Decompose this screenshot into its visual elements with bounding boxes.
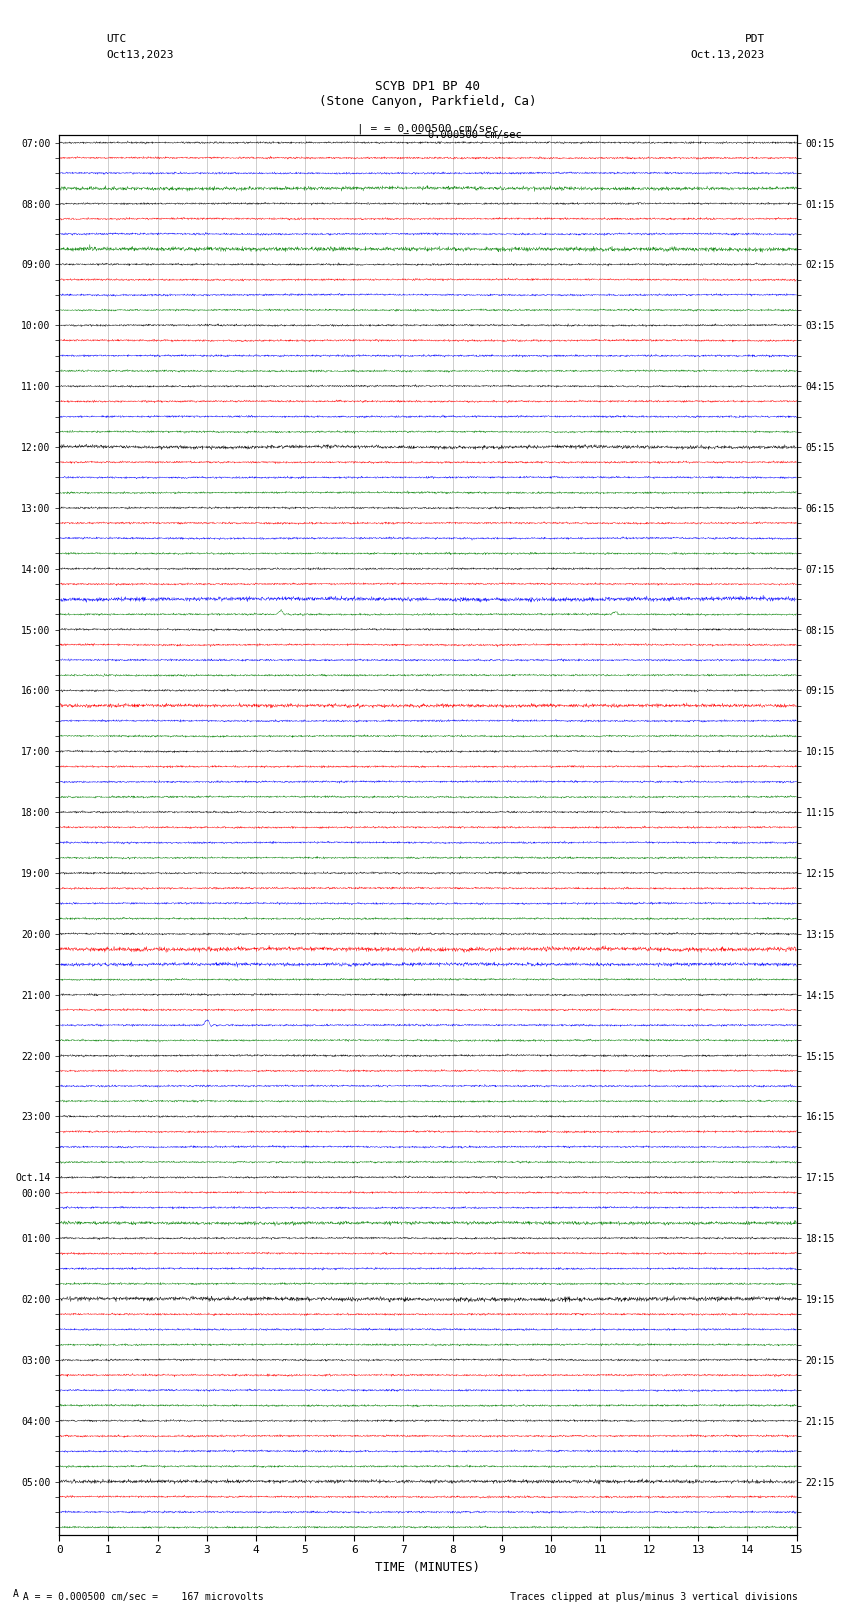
Text: Traces clipped at plus/minus 3 vertical divisions: Traces clipped at plus/minus 3 vertical … xyxy=(510,1592,798,1602)
Text: PDT: PDT xyxy=(745,34,765,44)
Text: | = = 0.000500 cm/sec: | = = 0.000500 cm/sec xyxy=(357,124,499,134)
Text: A: A xyxy=(13,1589,19,1598)
Text: A = = 0.000500 cm/sec =    167 microvolts: A = = 0.000500 cm/sec = 167 microvolts xyxy=(17,1592,264,1602)
X-axis label: TIME (MINUTES): TIME (MINUTES) xyxy=(376,1561,480,1574)
Text: = = 0.000500 cm/sec: = = 0.000500 cm/sec xyxy=(404,131,522,140)
Text: UTC: UTC xyxy=(106,34,127,44)
Title: SCYB DP1 BP 40
(Stone Canyon, Parkfield, Ca): SCYB DP1 BP 40 (Stone Canyon, Parkfield,… xyxy=(320,79,536,108)
Text: Oct.13,2023: Oct.13,2023 xyxy=(691,50,765,60)
Text: Oct13,2023: Oct13,2023 xyxy=(106,50,173,60)
